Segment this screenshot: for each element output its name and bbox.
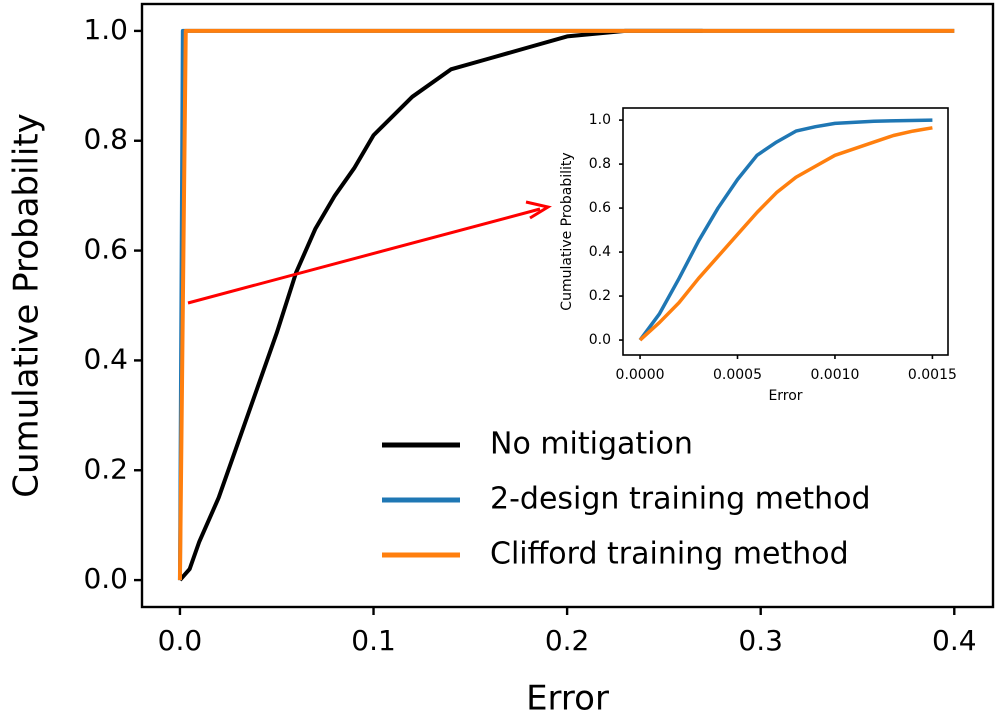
x-tick-label: 0.1 [351, 624, 396, 657]
x-tick-label: 0.0015 [908, 367, 957, 383]
y-tick-label: 1.0 [589, 112, 611, 128]
y-tick-label: 0.4 [83, 342, 128, 375]
series-line [638, 126, 933, 342]
x-tick-label: 0.4 [932, 624, 977, 657]
x-tick-label: 0.2 [545, 624, 590, 657]
y-tick-label: 1.0 [83, 13, 128, 46]
y-tick-label: 0.2 [83, 452, 128, 485]
y-tick-label: 0.6 [589, 200, 611, 216]
plots: 0.0 0.1 0.2 0.3 0.4 0.0 0.2 0.4 0.6 0.8 1.0 Error Cu… [7, 2, 995, 719]
x-tick-label: 0.0 [158, 624, 203, 657]
y-axis-label: Cumulative Probability [559, 152, 575, 310]
axes-frame [622, 107, 949, 356]
y-tick-label: 0.6 [83, 233, 128, 266]
y-axis-label: Cumulative Probability [7, 113, 47, 498]
legend-label: 2-design training method [490, 482, 871, 517]
y-tick-label: 0.2 [589, 288, 611, 304]
y-tick-label: 0.8 [83, 123, 128, 156]
plot-area [623, 108, 948, 355]
annotation-arrow [187, 200, 552, 305]
x-axis-label: Error [768, 388, 802, 404]
x-tick-label: 0.3 [738, 624, 783, 657]
axes-frame [140, 2, 995, 609]
x-tick-label: 0.0010 [810, 367, 859, 383]
series-line [177, 28, 955, 581]
legend-label: No mitigation [490, 427, 693, 462]
x-tick-label: 0.0005 [713, 367, 762, 383]
series-line [638, 118, 933, 342]
series-line [178, 28, 703, 582]
plot-1: 0.0000 0.0005 0.0010 0.0015 0.0 0.2 0.4 0.6 0.8 1… [559, 107, 957, 404]
arrow-head [525, 200, 552, 220]
x-tick-label: 0.0000 [616, 367, 665, 383]
y-tick-label: 0.0 [83, 562, 128, 595]
legend-label: Clifford training method [490, 537, 849, 572]
y-tick-label: 0.8 [589, 156, 611, 172]
x-axis-label: Error [526, 679, 609, 719]
y-tick-label: 0.4 [589, 244, 611, 260]
y-tick-label: 0.0 [589, 332, 611, 348]
arrow-shaft [187, 207, 541, 305]
